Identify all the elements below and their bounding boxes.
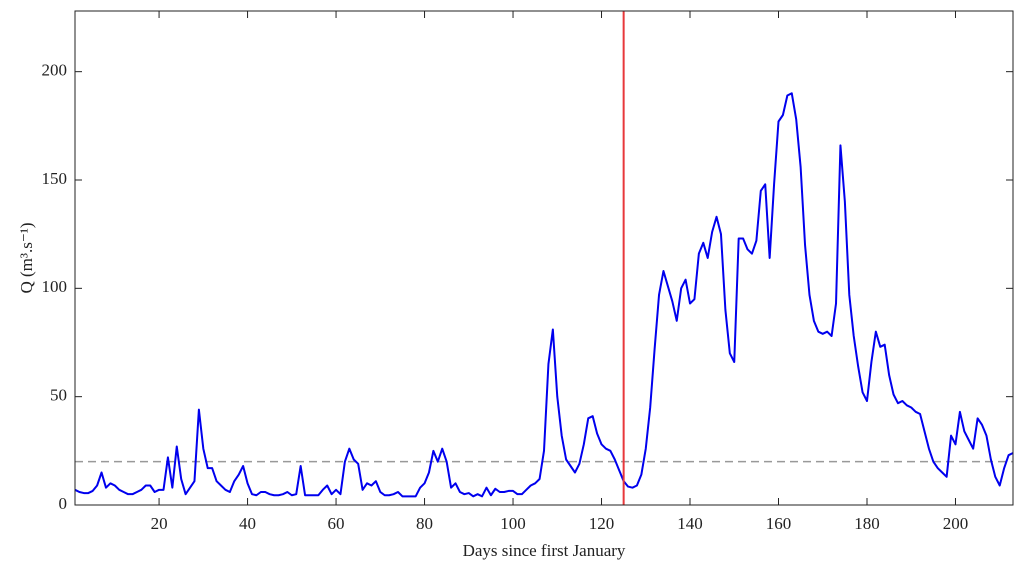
x-tick-label: 160 [766,514,792,533]
y-tick-label: 0 [59,494,68,513]
x-tick-label: 20 [151,514,168,533]
y-tick-label: 200 [42,61,68,80]
x-tick-label: 200 [943,514,969,533]
x-tick-label: 120 [589,514,615,533]
x-tick-label: 140 [677,514,703,533]
y-tick-label: 50 [50,386,67,405]
x-tick-label: 180 [854,514,880,533]
data-line [74,92,1014,498]
plot-frame [74,10,1014,506]
x-tick-label: 100 [500,514,526,533]
x-tick-label: 60 [328,514,345,533]
x-tick-label: 40 [239,514,256,533]
y-tick-label: 100 [42,277,68,296]
y-tick-label: 150 [42,169,68,188]
y-axis-label: Q (m³.s⁻¹) [17,222,36,293]
x-tick-label: 80 [416,514,433,533]
x-axis-label: Days since first January [463,541,626,560]
